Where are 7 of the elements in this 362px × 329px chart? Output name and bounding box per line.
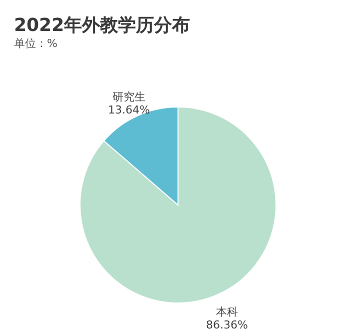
data-label: 13.64% bbox=[108, 104, 150, 117]
slice-label: 本科 bbox=[216, 305, 238, 318]
chart-subtitle: 单位：% bbox=[14, 37, 58, 50]
slice-label: 研究生 bbox=[112, 90, 146, 104]
data-label: 86.36% bbox=[206, 318, 248, 329]
chart-title: 2022年外教学历分布 bbox=[14, 15, 190, 36]
pie-slice bbox=[80, 106, 276, 304]
